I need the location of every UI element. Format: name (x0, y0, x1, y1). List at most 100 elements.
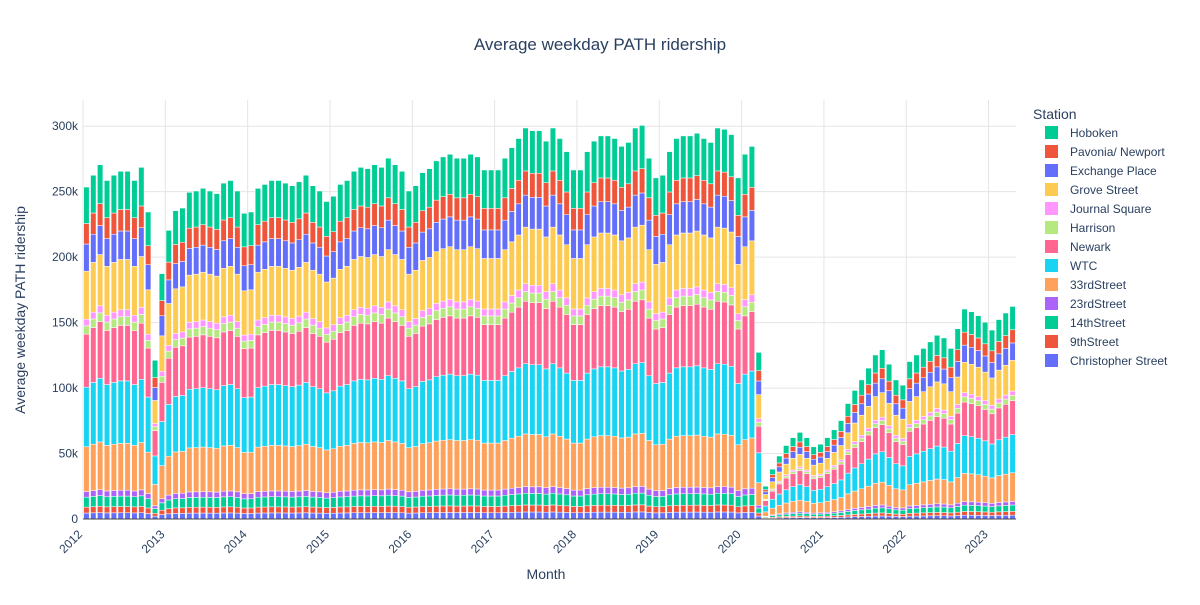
bar-segment[interactable] (97, 512, 104, 520)
bar-segment[interactable] (275, 238, 282, 267)
bar-segment[interactable] (282, 182, 289, 221)
bar-segment[interactable] (488, 442, 495, 491)
bar-segment[interactable] (831, 465, 838, 468)
bar-segment[interactable] (920, 348, 927, 368)
bar-segment[interactable] (652, 236, 659, 265)
bar-segment[interactable] (90, 512, 97, 520)
bar-segment[interactable] (714, 433, 721, 487)
bar-segment[interactable] (152, 508, 159, 514)
bar-segment[interactable] (714, 492, 721, 506)
bar-segment[interactable] (117, 325, 124, 382)
bar-segment[interactable] (529, 434, 536, 488)
bar-segment[interactable] (515, 180, 522, 205)
bar-segment[interactable] (145, 451, 152, 494)
bar-segment[interactable] (254, 326, 261, 336)
bar-segment[interactable] (666, 494, 673, 507)
bar-segment[interactable] (488, 229, 495, 259)
bar-segment[interactable] (385, 308, 392, 319)
bar-segment[interactable] (639, 362, 646, 434)
bar-segment[interactable] (982, 475, 989, 503)
bar-segment[interactable] (570, 512, 577, 520)
bar-segment[interactable] (529, 285, 536, 294)
bar-segment[interactable] (515, 435, 522, 488)
bar-segment[interactable] (447, 505, 454, 513)
bar-segment[interactable] (680, 295, 687, 306)
bar-segment[interactable] (742, 154, 749, 195)
bar-segment[interactable] (83, 491, 90, 498)
bar-segment[interactable] (659, 506, 666, 514)
bar-segment[interactable] (687, 493, 694, 506)
bar-segment[interactable] (927, 361, 934, 373)
bar-segment[interactable] (899, 444, 906, 467)
bar-segment[interactable] (714, 127, 721, 172)
bar-segment[interactable] (261, 332, 268, 387)
bar-segment[interactable] (186, 491, 193, 498)
bar-segment[interactable] (947, 377, 954, 392)
bar-segment[interactable] (961, 514, 968, 520)
bar-segment[interactable] (350, 171, 357, 210)
bar-segment[interactable] (549, 492, 556, 506)
bar-segment[interactable] (611, 297, 618, 308)
bar-segment[interactable] (934, 335, 941, 356)
bar-segment[interactable] (604, 305, 611, 368)
bar-segment[interactable] (165, 350, 172, 359)
bar-segment[interactable] (632, 511, 639, 520)
bar-segment[interactable] (337, 385, 344, 447)
bar-segment[interactable] (241, 397, 248, 453)
bar-segment[interactable] (254, 224, 261, 246)
bar-segment[interactable] (769, 477, 776, 483)
bar-segment[interactable] (213, 193, 220, 230)
bar-segment[interactable] (90, 175, 97, 214)
bar-segment[interactable] (940, 383, 947, 411)
bar-segment[interactable] (501, 301, 508, 310)
bar-segment[interactable] (728, 134, 735, 178)
bar-segment[interactable] (796, 470, 803, 485)
bar-segment[interactable] (344, 321, 351, 331)
bar-segment[interactable] (399, 209, 405, 232)
bar-segment[interactable] (934, 366, 941, 383)
bar-segment[interactable] (316, 321, 323, 329)
bar-segment[interactable] (906, 508, 913, 514)
bar-segment[interactable] (988, 405, 995, 410)
bar-segment[interactable] (234, 491, 241, 498)
bar-segment[interactable] (954, 408, 961, 414)
bar-segment[interactable] (735, 320, 742, 330)
bar-segment[interactable] (838, 463, 845, 481)
bar-segment[interactable] (254, 512, 261, 520)
bar-segment[interactable] (405, 497, 412, 508)
bar-segment[interactable] (625, 237, 632, 293)
bar-segment[interactable] (426, 257, 433, 309)
bar-segment[interactable] (755, 452, 762, 483)
bar-segment[interactable] (906, 505, 913, 509)
bar-segment[interactable] (522, 170, 529, 196)
bar-segment[interactable] (117, 443, 124, 491)
bar-segment[interactable] (687, 487, 694, 495)
bar-segment[interactable] (83, 270, 90, 320)
bar-segment[interactable] (254, 496, 261, 508)
bar-segment[interactable] (179, 492, 186, 499)
bar-segment[interactable] (645, 157, 652, 199)
bar-segment[interactable] (426, 512, 433, 520)
bar-segment[interactable] (988, 377, 995, 406)
legend-item[interactable]: 14thStreet (1045, 316, 1126, 330)
bar-segment[interactable] (357, 256, 364, 308)
bar-segment[interactable] (158, 273, 165, 301)
bar-segment[interactable] (131, 180, 138, 218)
bar-segment[interactable] (254, 244, 261, 273)
bar-segment[interactable] (296, 506, 303, 514)
bar-segment[interactable] (289, 242, 296, 271)
bar-segment[interactable] (440, 494, 447, 507)
bar-segment[interactable] (248, 245, 255, 265)
bar-segment[interactable] (254, 319, 261, 327)
bar-segment[interactable] (90, 234, 97, 263)
bar-segment[interactable] (357, 307, 364, 315)
bar-segment[interactable] (323, 507, 330, 514)
bar-segment[interactable] (810, 446, 817, 456)
bar-segment[interactable] (337, 241, 344, 270)
bar-segment[interactable] (831, 444, 838, 453)
bar-segment[interactable] (947, 481, 954, 506)
bar-segment[interactable] (886, 508, 893, 514)
bar-segment[interactable] (296, 181, 303, 220)
bar-segment[interactable] (543, 505, 550, 513)
